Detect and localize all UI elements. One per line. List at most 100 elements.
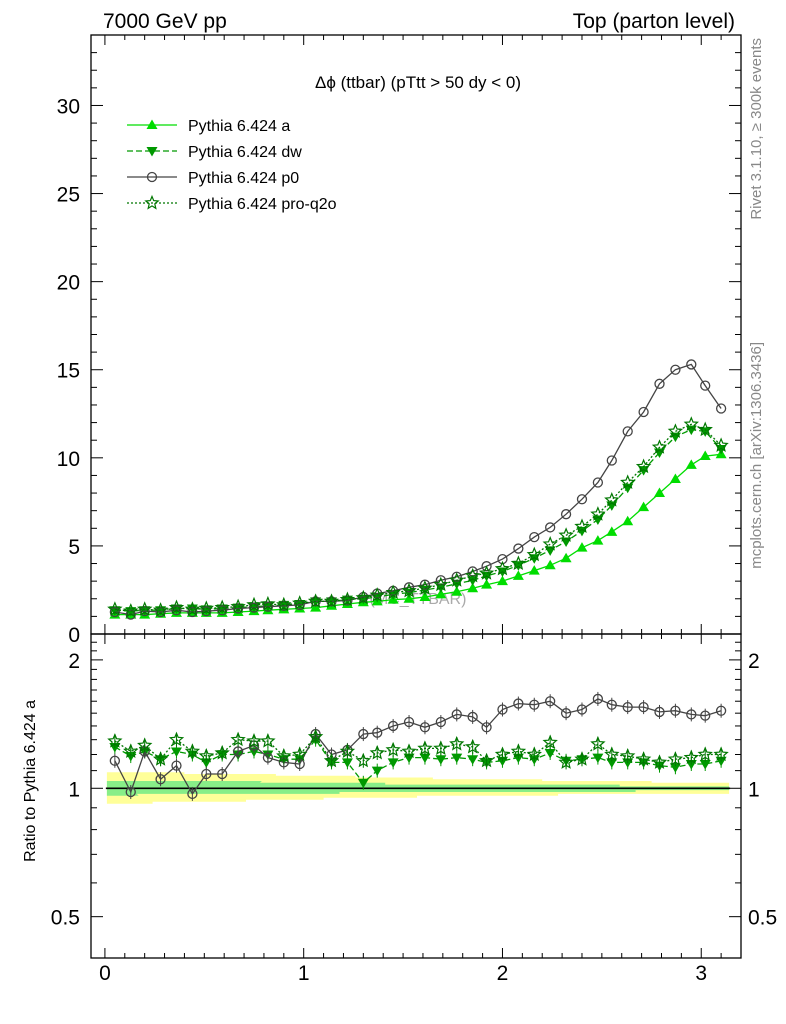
ratio-data-point <box>214 744 230 760</box>
ratio-data-point <box>513 698 524 709</box>
data-point <box>542 536 558 551</box>
ratio-y-tick-label-right: 2 <box>748 650 760 673</box>
ratio-data-point <box>433 740 449 755</box>
data-point <box>171 605 182 616</box>
data-point <box>685 459 697 469</box>
ratio-series-line <box>114 698 722 796</box>
data-point <box>481 579 493 589</box>
data-point <box>401 582 417 598</box>
data-point <box>246 596 262 612</box>
data-point <box>326 597 338 607</box>
ratio-y-tick-label: 0.5 <box>51 907 80 930</box>
data-point <box>214 599 230 615</box>
ratio-data-point <box>451 753 463 764</box>
ratio-data-point <box>419 722 431 733</box>
ratio-data-point <box>494 746 511 762</box>
data-point <box>419 579 431 590</box>
side-label-rivet: Rivet 3.1.10, ≥ 300k events <box>748 38 765 220</box>
ratio-y-tick-label-right: 1 <box>748 778 760 801</box>
data-point <box>604 492 620 507</box>
ratio-data-point <box>699 760 711 770</box>
ratio-data-point <box>510 743 527 758</box>
data-point <box>369 587 385 602</box>
data-point <box>419 591 431 602</box>
legend: Pythia 6.424 a Pythia 6.424 dw Pythia 6.42… <box>127 118 337 213</box>
ratio-y-tick-label: 1 <box>68 778 80 801</box>
data-point <box>576 494 588 505</box>
data-point <box>635 458 652 474</box>
data-point <box>307 593 324 608</box>
data-point <box>187 606 198 618</box>
ratio-data-point <box>123 743 139 758</box>
ratio-data-point <box>576 704 588 715</box>
data-point <box>232 603 244 614</box>
ratio-data-point <box>478 752 495 768</box>
series-line <box>114 453 722 616</box>
data-point <box>592 515 604 525</box>
ratio-data-point <box>542 734 558 750</box>
data-point <box>545 522 556 533</box>
header-left: 7000 GeV pp <box>103 10 227 33</box>
data-point <box>125 609 136 620</box>
data-point <box>467 582 479 593</box>
y-tick-label: 15 <box>57 360 80 383</box>
ratio-series-line <box>114 735 722 764</box>
data-point <box>529 531 540 543</box>
ratio-data-point <box>307 728 324 744</box>
ratio-data-point <box>622 701 633 713</box>
data-point <box>278 600 289 611</box>
ratio-data-point <box>125 786 136 798</box>
plot-title: Δϕ (ttbar) (pTtt > 50 dy < 0) <box>315 73 521 92</box>
data-point <box>513 543 524 554</box>
ratio-data-point <box>417 740 433 755</box>
legend-label: Pythia 6.424 dw <box>188 144 302 161</box>
data-point <box>512 570 524 580</box>
ratio-data-point <box>323 752 340 768</box>
ratio-data-point <box>526 746 542 762</box>
data-point <box>526 546 543 562</box>
data-point <box>576 542 588 552</box>
ratio-data-point <box>168 731 185 747</box>
ratio-data-point <box>260 733 276 748</box>
data-point <box>310 597 322 607</box>
data-point <box>152 602 169 617</box>
ratio-data-point <box>339 743 356 758</box>
data-point <box>433 576 449 592</box>
data-point <box>155 606 166 618</box>
ratio-data-point <box>387 720 399 732</box>
ratio-data-point <box>683 749 700 765</box>
ratio-y-tick-label: 2 <box>68 650 80 673</box>
ratio-data-point <box>292 746 308 762</box>
y-tick-label: 30 <box>57 95 80 118</box>
data-point <box>417 580 433 595</box>
series-line <box>114 363 722 616</box>
ratio-series-q2o <box>107 728 729 770</box>
data-point <box>558 527 574 542</box>
series-dw <box>109 425 727 617</box>
data-point <box>107 601 123 616</box>
ratio-data-point <box>170 747 182 757</box>
data-point <box>654 378 665 389</box>
ratio-data-point <box>592 753 604 764</box>
ratio-data-point <box>544 748 556 759</box>
data-point <box>465 567 481 583</box>
data-point <box>294 599 305 611</box>
ratio-data-point <box>497 704 508 715</box>
y-tick-label: 25 <box>57 184 80 207</box>
ratio-data-point <box>620 748 636 763</box>
x-tick-label: 2 <box>497 962 509 985</box>
ratio-data-point <box>592 693 604 705</box>
ratio-data-point <box>201 768 212 780</box>
data-point <box>669 473 681 483</box>
data-point <box>198 600 214 615</box>
ratio-data-point <box>449 735 465 751</box>
ratio-data-point <box>635 751 652 766</box>
ratio-y-axis-label: Ratio to Pythia 6.424 a <box>22 700 39 862</box>
data-point <box>262 601 274 612</box>
data-point <box>670 364 681 375</box>
data-point <box>496 575 508 586</box>
data-point <box>136 601 153 616</box>
ratio-data-point <box>232 746 244 757</box>
data-point <box>451 571 462 582</box>
ratio-data-point <box>107 733 123 748</box>
